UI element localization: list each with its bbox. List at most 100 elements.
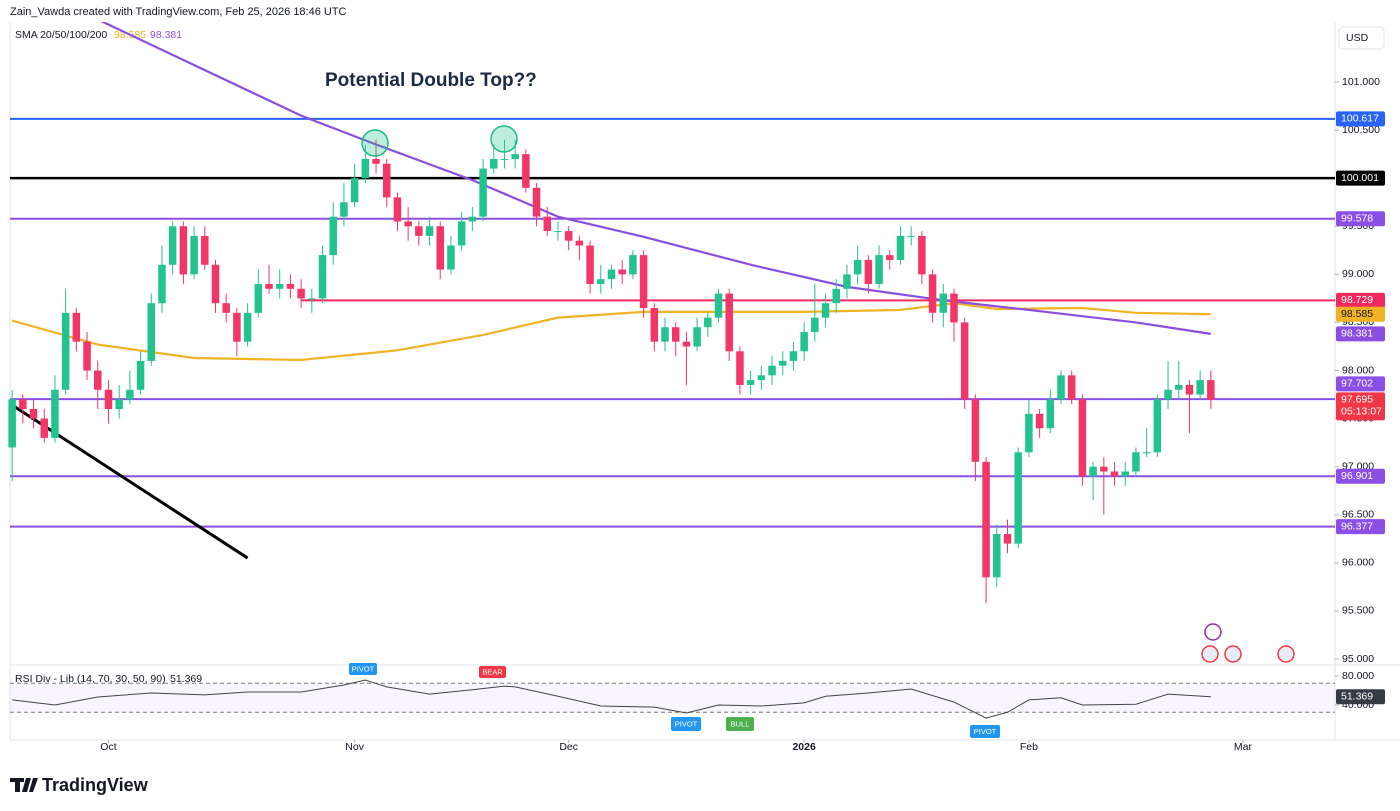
candle-body xyxy=(597,279,605,284)
signal-badge: BEAR xyxy=(479,666,506,678)
price-label: 100.001 xyxy=(1341,172,1379,184)
event-icon[interactable] xyxy=(1277,645,1295,663)
candle-body xyxy=(1035,413,1044,429)
candle-body xyxy=(1174,384,1183,390)
signal-label: PIVOT xyxy=(352,664,375,673)
candle-body xyxy=(361,158,370,179)
candle-body xyxy=(736,351,744,385)
price-label-bg xyxy=(1336,468,1385,484)
candle-body xyxy=(275,283,284,289)
candle-body xyxy=(1185,384,1194,395)
candle-body xyxy=(1003,534,1012,544)
x-tick-label: Oct xyxy=(100,741,116,753)
event-icon[interactable] xyxy=(1201,645,1219,663)
candle-body xyxy=(308,298,316,300)
currency-button[interactable] xyxy=(1338,26,1385,50)
candle-body xyxy=(843,274,851,289)
candle-body xyxy=(1121,471,1129,477)
candle-body xyxy=(1110,471,1119,477)
candle-body xyxy=(853,259,862,275)
candle-body xyxy=(1078,399,1087,477)
candle-body xyxy=(532,187,541,217)
candle-body xyxy=(372,158,380,164)
price-label: 100.617 xyxy=(1341,113,1379,125)
candle-body xyxy=(586,245,594,284)
candle-body xyxy=(1196,380,1204,395)
y-tick-label: 80.000 xyxy=(1342,670,1374,682)
candle-body xyxy=(104,389,113,409)
x-tick-label: Dec xyxy=(559,741,578,753)
x-tick-label: 2026 xyxy=(792,741,816,753)
candle-body xyxy=(682,341,691,347)
candle-body xyxy=(960,322,969,400)
candle-body xyxy=(789,351,798,361)
signal-badge: PIVOT xyxy=(671,717,701,731)
candle-body xyxy=(1164,389,1172,400)
candle-body xyxy=(1207,380,1215,400)
signal-label: BEAR xyxy=(482,667,503,676)
candle-body xyxy=(639,255,648,309)
candle-body xyxy=(1132,452,1140,472)
last-price-bg xyxy=(1336,392,1385,421)
x-tick-label: Mar xyxy=(1234,741,1253,753)
price-label: 98.729 xyxy=(1341,294,1373,306)
y-tick-label: 98.000 xyxy=(1342,364,1374,376)
candle-body xyxy=(650,308,659,342)
candle-body xyxy=(201,235,209,265)
rsi-label: 51.369 xyxy=(1341,691,1373,703)
candle-body xyxy=(693,327,701,347)
candle-body xyxy=(51,389,59,438)
candle-body xyxy=(714,293,723,318)
candle-body xyxy=(500,158,509,160)
candle-body xyxy=(147,303,156,361)
candle-body xyxy=(179,226,188,275)
candle-body xyxy=(126,389,134,400)
sma-line xyxy=(100,22,1212,335)
candle-body xyxy=(254,283,263,313)
candle-body xyxy=(382,163,391,198)
legend-label: SMA 20/50/100/200 xyxy=(15,29,107,41)
candle-body xyxy=(661,327,669,342)
y-tick-label: 95.000 xyxy=(1342,653,1374,665)
candle-body xyxy=(297,288,305,299)
price-label-bg xyxy=(1336,306,1385,322)
candle-body xyxy=(564,231,573,241)
last-price: 97.695 xyxy=(1341,394,1373,406)
candle-body xyxy=(1014,452,1022,544)
signal-label: PIVOT xyxy=(675,719,698,728)
candle-body xyxy=(490,158,498,169)
price-label: 99.578 xyxy=(1341,213,1373,225)
candle-body xyxy=(61,312,70,390)
candle-body xyxy=(1025,413,1033,453)
candle-body xyxy=(415,226,423,236)
candle-body xyxy=(757,375,766,381)
candle-body xyxy=(425,226,434,236)
y-tick-label: 99.000 xyxy=(1342,268,1374,280)
rsi-band xyxy=(10,683,1335,713)
currency[interactable]: USD xyxy=(1346,32,1369,44)
x-tick-label: Nov xyxy=(345,741,364,753)
candle-body xyxy=(982,461,990,578)
candle-body xyxy=(158,264,166,304)
event-icon[interactable] xyxy=(1224,645,1242,663)
brand-logo: TradingView xyxy=(10,775,149,795)
price-label-bg xyxy=(1336,519,1385,535)
candle-body xyxy=(522,154,530,188)
event-icon[interactable] xyxy=(1204,623,1222,641)
price-label-bg xyxy=(1336,211,1385,227)
price-label-bg xyxy=(1336,170,1385,186)
candle-body xyxy=(436,226,444,270)
candle-body xyxy=(629,255,637,275)
rsi-value: 51.369 xyxy=(170,673,202,685)
candle-body xyxy=(800,332,808,352)
candle-body xyxy=(115,399,123,409)
rsi-line xyxy=(12,679,1211,719)
price-label: 96.901 xyxy=(1341,470,1373,482)
candle-body xyxy=(318,255,327,299)
candle-body xyxy=(1057,375,1065,400)
price-label-bg xyxy=(1336,326,1385,342)
price-label: 96.377 xyxy=(1341,520,1373,532)
candle-body xyxy=(1089,466,1097,477)
